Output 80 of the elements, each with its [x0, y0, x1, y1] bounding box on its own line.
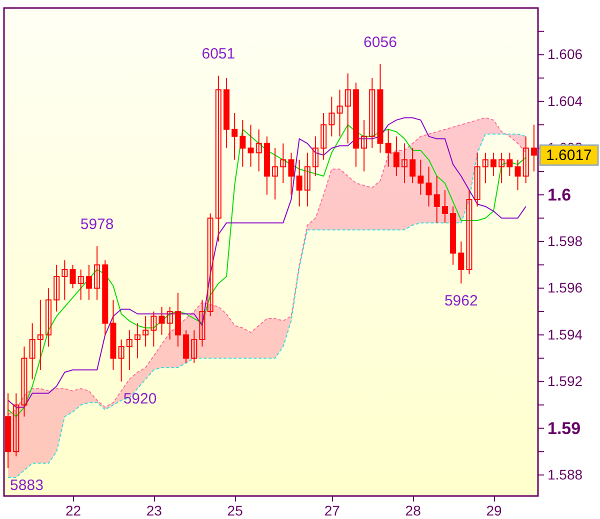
candlestick [207, 212, 214, 317]
candlestick [426, 166, 432, 207]
candlestick [474, 152, 480, 207]
candlestick [134, 322, 140, 359]
candlestick [78, 269, 84, 300]
candlestick [248, 124, 254, 168]
y-tick-label: 1.6 [548, 185, 572, 204]
x-tick-label: 22 [65, 502, 82, 518]
candlestick [142, 316, 149, 348]
text: 1.6017 [546, 147, 592, 164]
candlestick [410, 148, 416, 184]
candlestick [288, 152, 294, 196]
candlestick [498, 152, 505, 184]
annotation: 6056 [364, 34, 397, 52]
candlestick [336, 89, 343, 137]
candlestick [256, 128, 262, 172]
candlestick [126, 330, 132, 370]
annotation: 5883 [10, 476, 44, 494]
annotation: 5978 [80, 216, 114, 234]
candlestick [312, 136, 318, 177]
annotation: 5962 [444, 292, 478, 310]
annotation: 5920 [123, 390, 157, 408]
y-tick-label: 1.604 [548, 92, 583, 109]
candlestick [369, 78, 376, 149]
x-tick-label: 23 [146, 502, 162, 518]
candlestick [46, 288, 52, 348]
candlestick [70, 264, 76, 289]
candlestick [94, 246, 100, 300]
candlestick [232, 112, 238, 160]
y-tick-label: 1.606 [548, 46, 583, 62]
candlestick [506, 152, 513, 177]
candlestick [402, 142, 408, 184]
candlestick [54, 264, 60, 312]
candlestick [361, 120, 368, 172]
candlestick [393, 136, 400, 177]
candlestick [29, 322, 36, 380]
candlestick [418, 159, 424, 196]
candlestick [514, 159, 521, 191]
candlestick [466, 190, 472, 275]
candlestick [174, 292, 181, 348]
candlestick [183, 330, 190, 364]
candlestick [13, 392, 20, 457]
candlestick [199, 299, 206, 348]
candlestick [166, 306, 173, 340]
candlestick [37, 299, 44, 370]
x-tick-label: 27 [324, 502, 340, 518]
candlestick [530, 124, 537, 172]
x-tick-label: 25 [227, 502, 244, 518]
candlestick [522, 136, 529, 184]
y-tick-label: 1.594 [548, 326, 583, 342]
candlestick [296, 159, 302, 207]
candlestick [304, 152, 310, 207]
candlestick [490, 152, 496, 177]
x-tick-label: 29 [486, 502, 502, 518]
candlestick [482, 152, 488, 184]
candlestick [442, 190, 448, 224]
x-tick-label: 28 [405, 502, 422, 518]
candlestick [158, 306, 165, 336]
candlestick [434, 176, 440, 224]
candlestick [280, 142, 286, 184]
y-tick-label: 1.59 [548, 418, 581, 438]
candlestick [385, 128, 392, 168]
candlestick [272, 148, 278, 200]
y-tick-label: 1.596 [548, 280, 583, 296]
candlestick [240, 120, 246, 168]
candlestick [150, 311, 157, 348]
y-tick-label: 1.588 [548, 466, 583, 482]
candlestick [21, 346, 28, 418]
candlestick [62, 260, 68, 300]
candlestick [328, 96, 335, 137]
annotation: 6051 [202, 46, 236, 63]
candlestick [458, 240, 464, 284]
candlestick [86, 264, 92, 300]
candlestick [344, 72, 351, 144]
y-tick-label: 1.598 [548, 232, 583, 249]
candlestick [320, 112, 327, 160]
candlestick [215, 75, 222, 242]
candlestick [118, 339, 124, 382]
y-tick-label: 1.592 [548, 373, 583, 390]
candlestick [191, 330, 198, 364]
